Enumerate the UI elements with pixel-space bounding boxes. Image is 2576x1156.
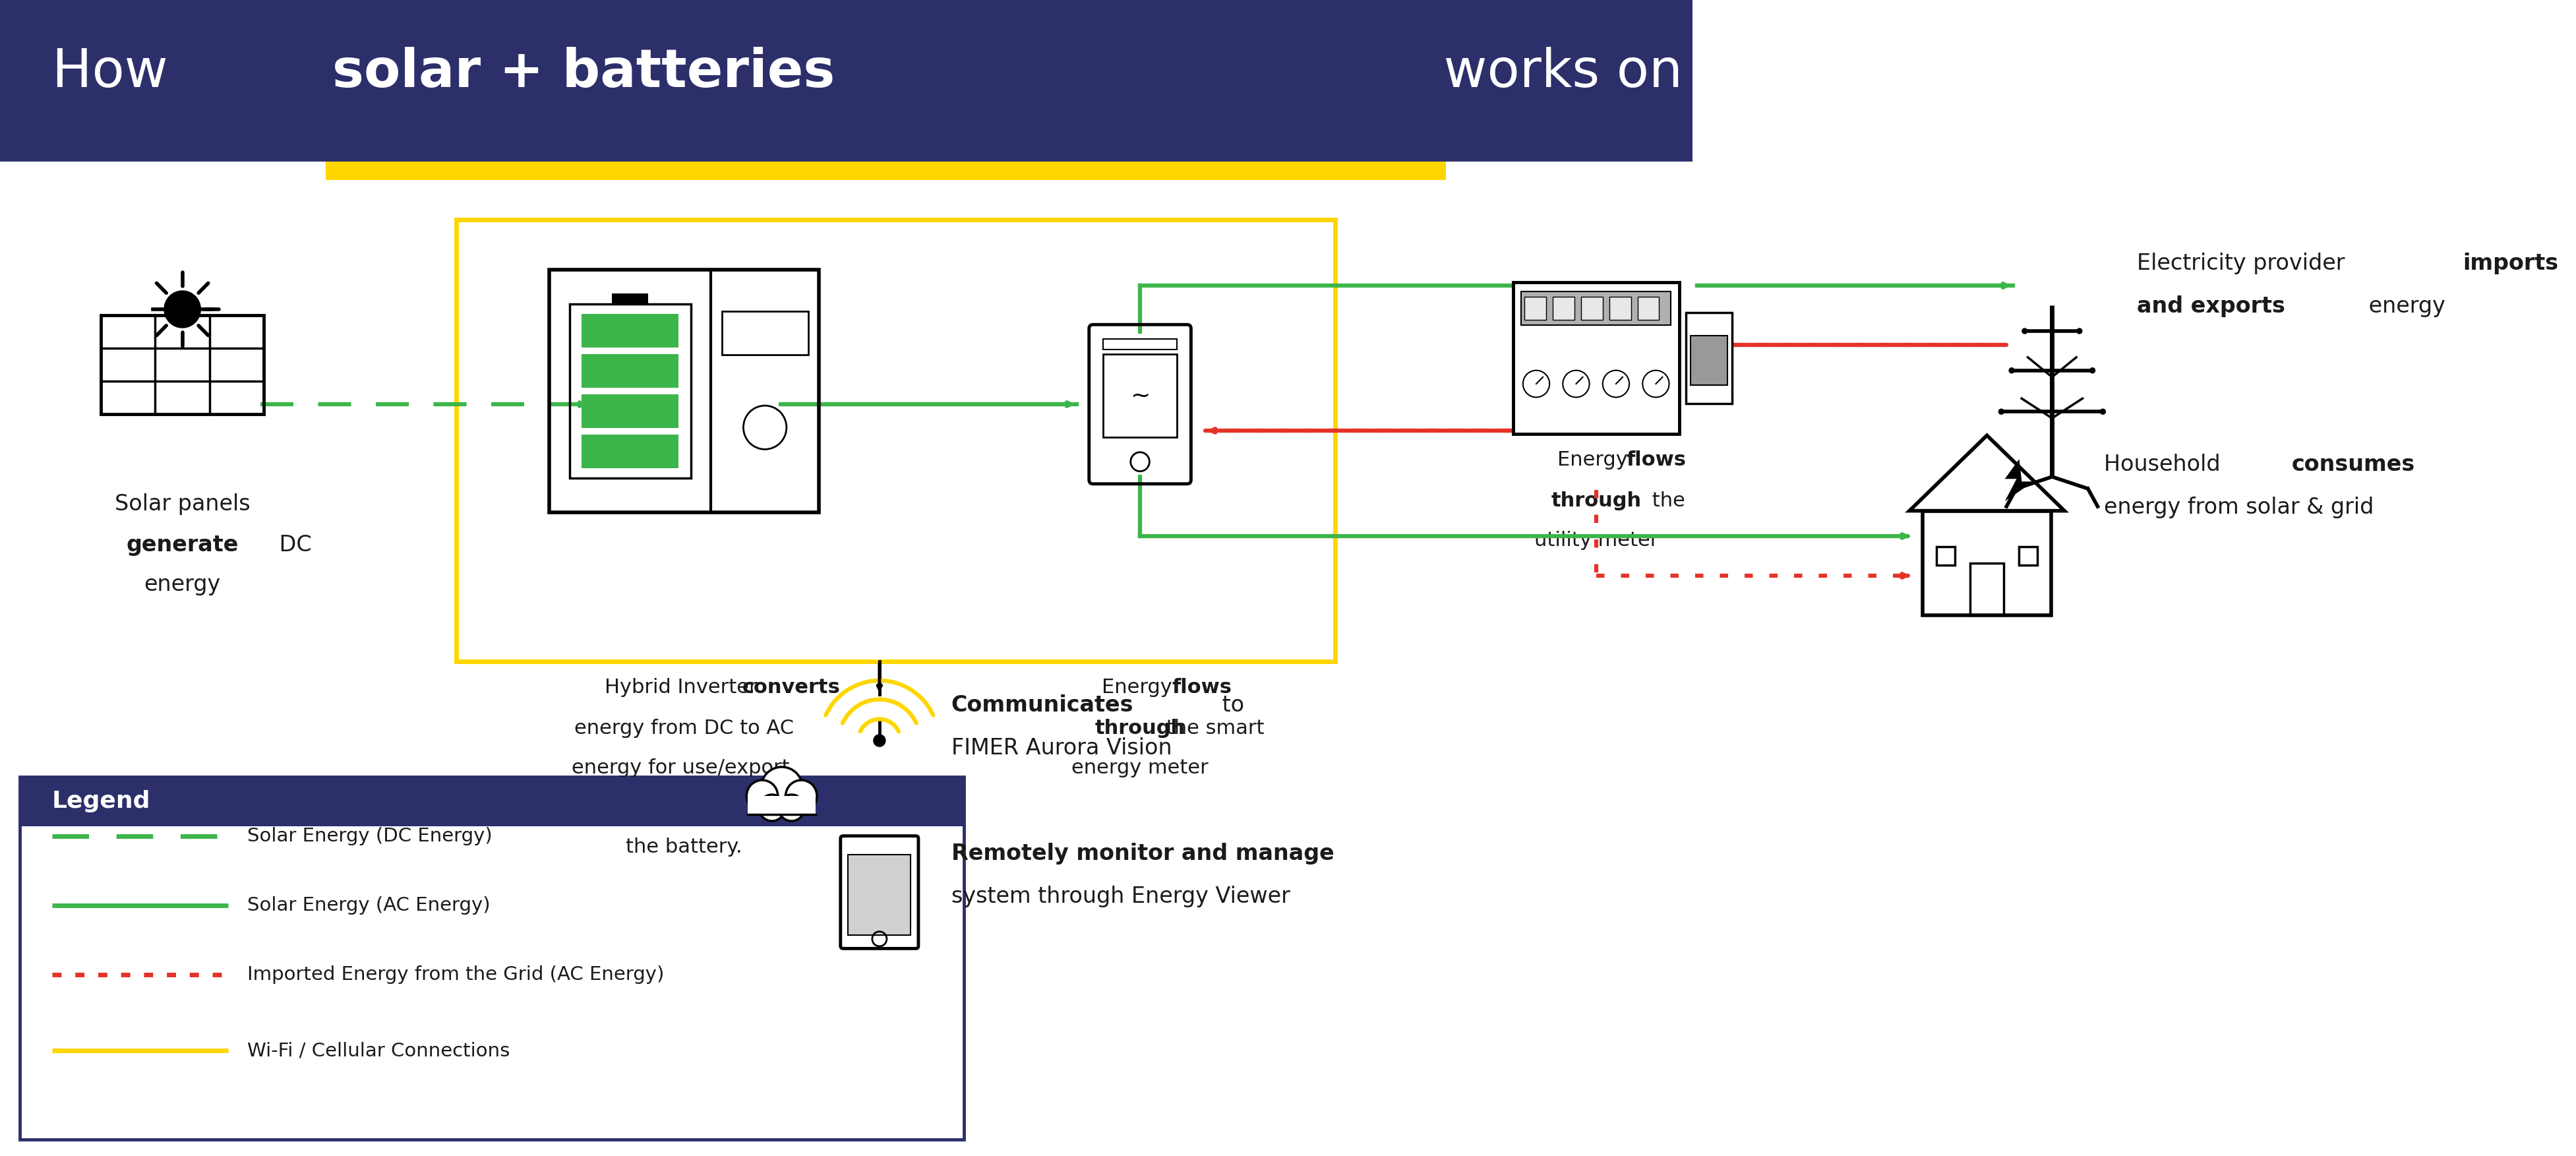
FancyBboxPatch shape — [21, 777, 963, 1140]
Circle shape — [778, 794, 804, 821]
FancyBboxPatch shape — [840, 836, 920, 949]
Circle shape — [2076, 328, 2081, 334]
Text: solar + batteries: solar + batteries — [332, 47, 835, 98]
FancyBboxPatch shape — [1512, 282, 1680, 434]
Text: Communicates: Communicates — [951, 695, 1133, 717]
Text: Remotely monitor and manage: Remotely monitor and manage — [951, 843, 1334, 865]
Text: Energy: Energy — [1103, 677, 1177, 697]
Text: generate: generate — [126, 534, 240, 556]
Circle shape — [1522, 370, 1551, 398]
Circle shape — [2022, 328, 2027, 334]
Text: and exports: and exports — [2136, 296, 2285, 317]
Circle shape — [786, 780, 817, 812]
FancyBboxPatch shape — [613, 294, 649, 304]
FancyBboxPatch shape — [1582, 296, 1602, 320]
Text: consumes: consumes — [2293, 453, 2416, 475]
FancyBboxPatch shape — [582, 435, 677, 468]
Polygon shape — [2004, 459, 2032, 502]
Text: energy: energy — [144, 573, 222, 595]
Text: through: through — [1551, 491, 1641, 511]
Text: energy for use/export.: energy for use/export. — [572, 758, 796, 778]
Text: Electricity provider: Electricity provider — [2136, 252, 2352, 274]
FancyBboxPatch shape — [747, 796, 817, 815]
FancyBboxPatch shape — [582, 394, 677, 428]
FancyBboxPatch shape — [325, 162, 1445, 180]
Circle shape — [2009, 368, 2014, 373]
Circle shape — [2089, 368, 2094, 373]
Text: How: How — [52, 47, 185, 98]
Text: FIMER Aurora Vision: FIMER Aurora Vision — [951, 738, 1172, 759]
FancyBboxPatch shape — [0, 0, 1692, 162]
Text: utility meter: utility meter — [1533, 531, 1659, 550]
Circle shape — [760, 794, 786, 821]
FancyBboxPatch shape — [582, 314, 677, 347]
Text: the battery.: the battery. — [626, 837, 742, 857]
Text: Energy: Energy — [1558, 451, 1633, 469]
FancyBboxPatch shape — [1685, 312, 1731, 403]
Text: the: the — [1646, 491, 1685, 511]
Text: energy meter: energy meter — [1072, 758, 1208, 778]
Text: DC: DC — [273, 534, 312, 556]
Text: DC energy in: DC energy in — [724, 798, 860, 817]
Text: Solar Energy (DC Energy): Solar Energy (DC Energy) — [247, 827, 492, 845]
Text: Household: Household — [2105, 453, 2228, 475]
FancyBboxPatch shape — [1553, 296, 1574, 320]
Text: flows: flows — [1625, 451, 1685, 469]
Text: Wi-Fi / Cellular Connections: Wi-Fi / Cellular Connections — [247, 1042, 510, 1060]
FancyBboxPatch shape — [1610, 296, 1631, 320]
Text: imports: imports — [2463, 252, 2558, 274]
Text: Imported Energy from the Grid (AC Energy): Imported Energy from the Grid (AC Energy… — [247, 965, 665, 984]
FancyBboxPatch shape — [1522, 291, 1672, 325]
Circle shape — [760, 766, 804, 809]
Text: Solar panels: Solar panels — [113, 494, 250, 516]
Text: system through Energy Viewer: system through Energy Viewer — [951, 885, 1291, 907]
Circle shape — [2099, 409, 2105, 414]
Circle shape — [873, 734, 886, 747]
Text: flows: flows — [1172, 677, 1231, 697]
FancyBboxPatch shape — [21, 777, 963, 827]
Circle shape — [747, 780, 778, 812]
Text: through: through — [1095, 719, 1185, 738]
FancyBboxPatch shape — [848, 854, 912, 935]
Text: stores: stores — [675, 798, 744, 817]
FancyBboxPatch shape — [582, 355, 677, 387]
Text: energy from DC to AC: energy from DC to AC — [574, 719, 793, 738]
Text: converts: converts — [742, 677, 840, 697]
FancyBboxPatch shape — [1525, 296, 1546, 320]
Circle shape — [1564, 370, 1589, 398]
Text: works on the home: works on the home — [1427, 47, 1953, 98]
Text: ~: ~ — [1131, 385, 1149, 407]
FancyBboxPatch shape — [1690, 335, 1728, 385]
Circle shape — [165, 291, 201, 328]
Circle shape — [1999, 409, 2004, 414]
Text: Plus: Plus — [659, 798, 708, 817]
Text: energy: energy — [2362, 296, 2445, 317]
Text: energy from solar & grid: energy from solar & grid — [2105, 497, 2375, 518]
Text: to: to — [1216, 695, 1244, 717]
FancyBboxPatch shape — [1638, 296, 1659, 320]
Text: Solar Energy (AC Energy): Solar Energy (AC Energy) — [247, 896, 489, 914]
Text: Legend: Legend — [52, 791, 149, 813]
Text: Hybrid Inverter: Hybrid Inverter — [605, 677, 762, 697]
Circle shape — [1602, 370, 1628, 398]
Circle shape — [1643, 370, 1669, 398]
Text: the smart: the smart — [1159, 719, 1265, 738]
